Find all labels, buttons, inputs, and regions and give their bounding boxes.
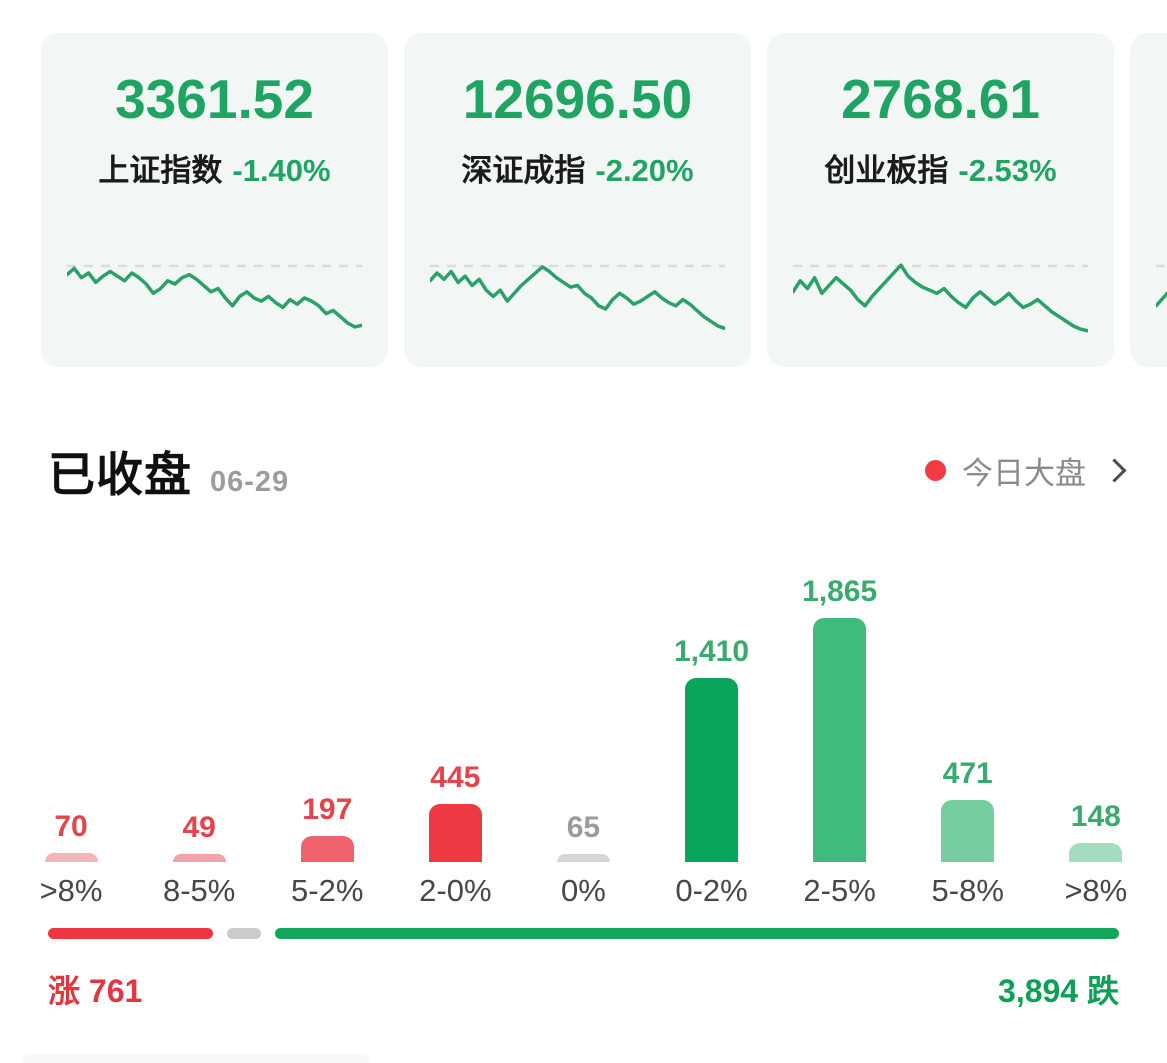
- sparkline-chart: [67, 253, 362, 343]
- sparkline-chart: [1156, 253, 1167, 343]
- index-label-row: [1130, 67, 1167, 103]
- index-label-row: 创业板指 -2.53%: [767, 145, 1114, 190]
- bar-range-label: 2-0%: [419, 873, 492, 908]
- distribution-bar: [813, 618, 867, 862]
- distribution-bar: [428, 803, 482, 862]
- distribution-col: 1,865 2-5%: [776, 556, 904, 909]
- distribution-col: 1,410 0-2%: [647, 556, 775, 909]
- index-card-chinext[interactable]: 2768.61 创业板指 -2.53%: [767, 33, 1114, 367]
- bar-count: 445: [430, 760, 481, 794]
- index-name: 上证指数: [98, 153, 223, 188]
- bar-range-label: 8-5%: [162, 873, 236, 908]
- market-closed-title: 已收盘: [48, 448, 192, 501]
- distribution-col: 70 >8%: [7, 556, 135, 909]
- ratio-down-segment: [275, 928, 1119, 939]
- index-card-partial[interactable]: [1130, 33, 1167, 367]
- market-date: 06-29: [210, 466, 290, 498]
- bar-count: 49: [182, 811, 216, 844]
- index-label-row: 深证成指 -2.20%: [404, 145, 751, 190]
- losers-count-label: 3,894 跌: [998, 973, 1119, 1009]
- sparkline-chart: [793, 253, 1088, 343]
- up-down-ratio-bar: [48, 928, 1119, 939]
- distribution-col: 445 2-0%: [391, 556, 519, 909]
- distribution-chart: 70 >8% 49 8-5% 197 5-2% 445 2-0% 65 0% 1…: [7, 556, 1160, 909]
- bar-range-label: 2-5%: [803, 873, 876, 908]
- distribution-bar: [1069, 842, 1123, 862]
- next-section-edge: [22, 1054, 370, 1063]
- bar-count: 471: [942, 757, 993, 791]
- section-header-left: 已收盘 06-29: [48, 436, 289, 505]
- index-value: 3361.52: [115, 68, 314, 130]
- ratio-up-segment: [48, 928, 213, 939]
- bar-range-label: 0-2%: [675, 873, 748, 908]
- section-header: 已收盘 06-29 今日大盘: [48, 436, 1127, 505]
- bar-range-label: >8%: [1064, 873, 1128, 908]
- red-dot-icon: [925, 460, 946, 481]
- distribution-bar: [556, 853, 610, 862]
- index-change: -2.20%: [595, 153, 694, 188]
- distribution-col: 49 8-5%: [135, 556, 263, 909]
- index-change: -1.40%: [232, 153, 331, 188]
- index-card-shenzhen[interactable]: 12696.50 深证成指 -2.20%: [404, 33, 751, 367]
- distribution-col: 197 5-2%: [263, 556, 391, 909]
- gainers-count-label: 涨 761: [48, 973, 143, 1009]
- today-market-label: 今日大盘: [962, 456, 1086, 491]
- bar-count: 1,410: [673, 634, 750, 668]
- bar-range-label: >8%: [39, 873, 103, 908]
- index-change: -2.53%: [958, 153, 1057, 188]
- distribution-bar: [44, 852, 98, 862]
- bar-range-label: 0%: [561, 873, 606, 908]
- bar-range-label: 5-2%: [291, 873, 364, 908]
- bar-count: 65: [566, 810, 601, 844]
- today-market-link[interactable]: 今日大盘: [925, 448, 1127, 493]
- sparkline-chart: [430, 253, 725, 343]
- bar-count: 1,865: [802, 575, 878, 609]
- ratio-flat-segment: [227, 928, 261, 939]
- bar-range-label: 5-8%: [931, 873, 1004, 908]
- up-down-summary: 涨 761 3,894 跌: [48, 966, 1119, 1012]
- index-value: 12696.50: [462, 68, 693, 130]
- index-cards-row: 3361.52 上证指数 -1.40% 12696.50 深证成指 -2.20% 2…: [41, 33, 1167, 367]
- bar-count: 70: [54, 809, 88, 843]
- index-value: 2768.61: [841, 68, 1040, 130]
- bar-count: 197: [302, 793, 353, 827]
- index-label-row: 上证指数 -1.40%: [41, 145, 388, 190]
- distribution-col: 471 5-8%: [904, 556, 1032, 909]
- distribution-bar: [941, 800, 995, 862]
- index-name: 深证成指: [461, 153, 586, 188]
- distribution-col: 148 >8%: [1032, 556, 1160, 909]
- distribution-col: 65 0%: [519, 556, 647, 909]
- chevron-right-icon: [1102, 458, 1127, 483]
- index-name: 创业板指: [824, 153, 949, 188]
- distribution-bar: [300, 836, 354, 862]
- distribution-bar: [172, 854, 226, 862]
- distribution-bar: [685, 677, 738, 862]
- bar-count: 148: [1070, 799, 1121, 833]
- index-card-shanghai[interactable]: 3361.52 上证指数 -1.40%: [41, 33, 388, 367]
